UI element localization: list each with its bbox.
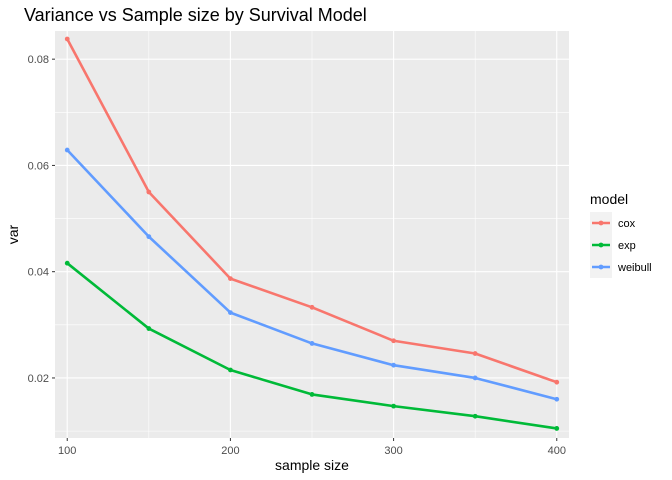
minor-gridlines <box>55 31 569 438</box>
x-tick-label: 200 <box>221 445 239 457</box>
data-point-cox <box>228 276 233 282</box>
data-point-weibull <box>309 341 315 346</box>
data-point-cox <box>146 189 152 195</box>
data-point-cox <box>391 338 396 344</box>
data-point-exp <box>64 260 70 266</box>
data-point-cox <box>64 36 70 42</box>
y-tick-label: 0.04 <box>28 267 49 279</box>
data-point-exp <box>391 403 396 409</box>
x-axis-title: sample size <box>275 457 349 473</box>
data-point-cox <box>472 351 478 356</box>
data-point-weibull <box>64 147 70 153</box>
data-point-exp <box>228 367 233 373</box>
legend-label-weibull: weibull <box>617 262 652 274</box>
data-point-weibull <box>146 234 152 240</box>
legend-key-point-cox <box>598 220 604 226</box>
data-point-cox <box>554 379 560 385</box>
y-tick-label: 0.06 <box>28 160 49 172</box>
x-tick-label: 100 <box>58 445 76 457</box>
data-point-cox <box>309 304 315 310</box>
axis-ticks: 100 200 300 400 0.02 0.04 0.06 0.08 <box>28 54 566 457</box>
data-point-exp <box>146 326 152 331</box>
data-point-weibull <box>391 362 396 368</box>
x-tick-label: 300 <box>384 445 402 457</box>
x-tick-label: 400 <box>548 445 566 457</box>
major-gridlines <box>55 31 569 438</box>
series-layer <box>64 36 560 431</box>
y-axis-title: var <box>5 224 21 244</box>
legend-label-exp: exp <box>618 240 636 252</box>
data-point-weibull <box>472 375 478 381</box>
legend-title: model <box>590 191 628 207</box>
y-tick-label: 0.02 <box>28 373 49 385</box>
data-point-exp <box>309 392 315 397</box>
data-point-weibull <box>554 396 560 402</box>
legend: model cox exp weibull <box>590 191 652 278</box>
legend-key-point-weibull <box>598 264 604 270</box>
data-point-exp <box>472 413 478 419</box>
data-point-weibull <box>228 310 233 316</box>
y-tick-label: 0.08 <box>28 54 49 66</box>
data-point-exp <box>554 426 560 431</box>
legend-label-cox: cox <box>618 218 636 230</box>
chart-title: Variance vs Sample size by Survival Mode… <box>24 5 367 25</box>
legend-key-point-exp <box>598 242 604 248</box>
